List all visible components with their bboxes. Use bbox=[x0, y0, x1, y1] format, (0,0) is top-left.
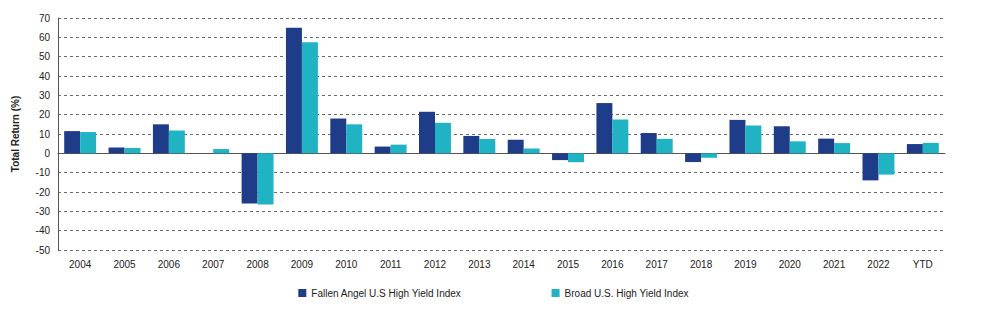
svg-text:-20: -20 bbox=[36, 187, 51, 198]
svg-text:2005: 2005 bbox=[113, 259, 136, 270]
svg-text:-10: -10 bbox=[36, 167, 51, 178]
svg-text:2004: 2004 bbox=[69, 259, 92, 270]
svg-text:2021: 2021 bbox=[823, 259, 846, 270]
svg-text:2010: 2010 bbox=[335, 259, 358, 270]
svg-text:20: 20 bbox=[39, 109, 51, 120]
svg-text:40: 40 bbox=[39, 71, 51, 82]
svg-text:-50: -50 bbox=[36, 245, 51, 256]
svg-text:2006: 2006 bbox=[158, 259, 181, 270]
svg-text:2011: 2011 bbox=[380, 259, 402, 270]
svg-text:2012: 2012 bbox=[424, 259, 447, 270]
svg-text:2014: 2014 bbox=[513, 259, 536, 270]
svg-text:Total Return (%): Total Return (%) bbox=[10, 96, 21, 172]
svg-text:Broad U.S. High Yield Index: Broad U.S. High Yield Index bbox=[565, 288, 689, 299]
svg-text:2015: 2015 bbox=[557, 259, 580, 270]
svg-text:2019: 2019 bbox=[734, 259, 757, 270]
svg-text:70: 70 bbox=[39, 13, 51, 24]
svg-text:10: 10 bbox=[39, 129, 51, 140]
svg-text:2016: 2016 bbox=[601, 259, 624, 270]
svg-text:Fallen Angel U.S High Yield In: Fallen Angel U.S High Yield Index bbox=[311, 288, 461, 299]
svg-text:2007: 2007 bbox=[202, 259, 225, 270]
svg-text:30: 30 bbox=[39, 90, 51, 101]
svg-text:2022: 2022 bbox=[867, 259, 890, 270]
svg-text:2013: 2013 bbox=[468, 259, 491, 270]
svg-text:YTD: YTD bbox=[913, 259, 933, 270]
svg-text:2017: 2017 bbox=[646, 259, 669, 270]
svg-text:0: 0 bbox=[44, 148, 50, 159]
svg-text:2008: 2008 bbox=[246, 259, 269, 270]
svg-text:2020: 2020 bbox=[779, 259, 802, 270]
svg-text:50: 50 bbox=[39, 51, 51, 62]
svg-text:60: 60 bbox=[39, 32, 51, 43]
svg-text:2018: 2018 bbox=[690, 259, 713, 270]
svg-text:-40: -40 bbox=[36, 225, 51, 236]
svg-text:2009: 2009 bbox=[291, 259, 314, 270]
svg-text:-30: -30 bbox=[36, 206, 51, 217]
